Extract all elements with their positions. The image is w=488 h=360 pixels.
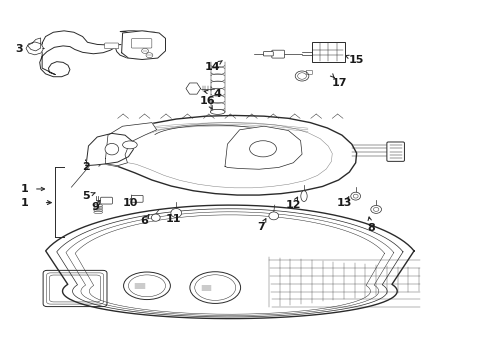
Text: 8: 8 [366, 224, 374, 233]
Circle shape [146, 53, 153, 58]
FancyBboxPatch shape [131, 195, 143, 202]
Polygon shape [224, 126, 302, 169]
Ellipse shape [370, 206, 381, 213]
Text: 10: 10 [122, 198, 137, 208]
Ellipse shape [350, 192, 360, 200]
Polygon shape [185, 83, 200, 94]
Polygon shape [40, 31, 165, 77]
Ellipse shape [210, 109, 224, 114]
Ellipse shape [151, 214, 160, 221]
Text: 9: 9 [92, 202, 100, 212]
Text: 6: 6 [141, 216, 148, 226]
Ellipse shape [122, 141, 137, 149]
Ellipse shape [300, 191, 306, 202]
Text: 15: 15 [348, 55, 364, 65]
Ellipse shape [268, 212, 278, 220]
Text: 7: 7 [257, 222, 265, 231]
Ellipse shape [249, 141, 276, 157]
Text: 13: 13 [336, 198, 351, 208]
Text: 4: 4 [213, 89, 221, 99]
Polygon shape [26, 42, 43, 55]
Ellipse shape [373, 207, 378, 211]
Ellipse shape [297, 73, 306, 79]
Text: 2: 2 [82, 162, 90, 172]
Text: 17: 17 [331, 78, 346, 88]
FancyBboxPatch shape [311, 42, 344, 62]
Polygon shape [105, 123, 157, 166]
Polygon shape [122, 31, 165, 59]
Text: 12: 12 [285, 200, 301, 210]
Text: 5: 5 [82, 191, 90, 201]
Text: 11: 11 [166, 215, 181, 224]
Text: 3: 3 [16, 44, 23, 54]
FancyBboxPatch shape [131, 39, 152, 48]
Text: 1: 1 [20, 184, 28, 194]
Text: 16: 16 [200, 96, 215, 106]
FancyBboxPatch shape [386, 142, 404, 161]
Ellipse shape [352, 194, 357, 198]
FancyBboxPatch shape [263, 51, 273, 56]
Circle shape [142, 48, 148, 53]
Ellipse shape [295, 71, 308, 81]
FancyBboxPatch shape [104, 43, 119, 49]
FancyBboxPatch shape [101, 197, 112, 204]
Ellipse shape [170, 208, 181, 217]
Ellipse shape [105, 143, 119, 155]
FancyBboxPatch shape [271, 50, 284, 58]
Polygon shape [27, 38, 41, 51]
Text: 1: 1 [20, 198, 28, 208]
Polygon shape [86, 134, 133, 166]
Text: 14: 14 [204, 62, 220, 72]
Polygon shape [86, 116, 356, 195]
